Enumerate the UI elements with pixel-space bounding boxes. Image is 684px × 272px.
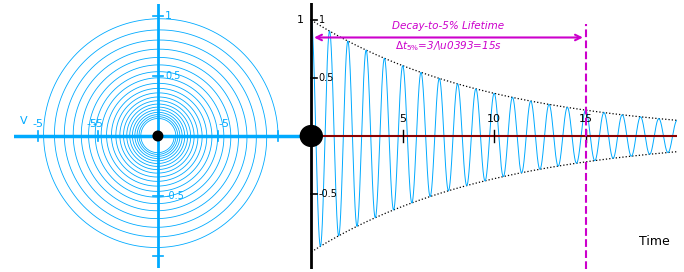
Text: -0.5: -0.5 bbox=[319, 189, 337, 199]
Text: Time: Time bbox=[639, 235, 670, 248]
Text: -0.5: -0.5 bbox=[165, 191, 184, 201]
Text: $\Delta t_{5\%}$=3/\u0393=15s: $\Delta t_{5\%}$=3/\u0393=15s bbox=[395, 39, 502, 52]
Text: -5: -5 bbox=[218, 119, 230, 129]
Text: -5: -5 bbox=[92, 119, 103, 129]
Circle shape bbox=[153, 131, 163, 141]
Text: 5: 5 bbox=[399, 115, 406, 124]
Text: -5: -5 bbox=[32, 119, 43, 129]
Ellipse shape bbox=[300, 126, 322, 146]
Text: Decay-to-5% Lifetime: Decay-to-5% Lifetime bbox=[393, 21, 505, 31]
Text: 1: 1 bbox=[297, 15, 304, 25]
Text: 1: 1 bbox=[165, 11, 172, 21]
Text: V: V bbox=[19, 116, 27, 126]
Text: -5: -5 bbox=[86, 119, 97, 129]
Text: 0.5: 0.5 bbox=[319, 73, 334, 83]
Text: 10: 10 bbox=[487, 115, 501, 124]
Text: 0.5: 0.5 bbox=[165, 71, 181, 81]
Text: 1: 1 bbox=[319, 15, 325, 25]
Text: 15: 15 bbox=[579, 115, 593, 124]
Circle shape bbox=[310, 127, 313, 145]
